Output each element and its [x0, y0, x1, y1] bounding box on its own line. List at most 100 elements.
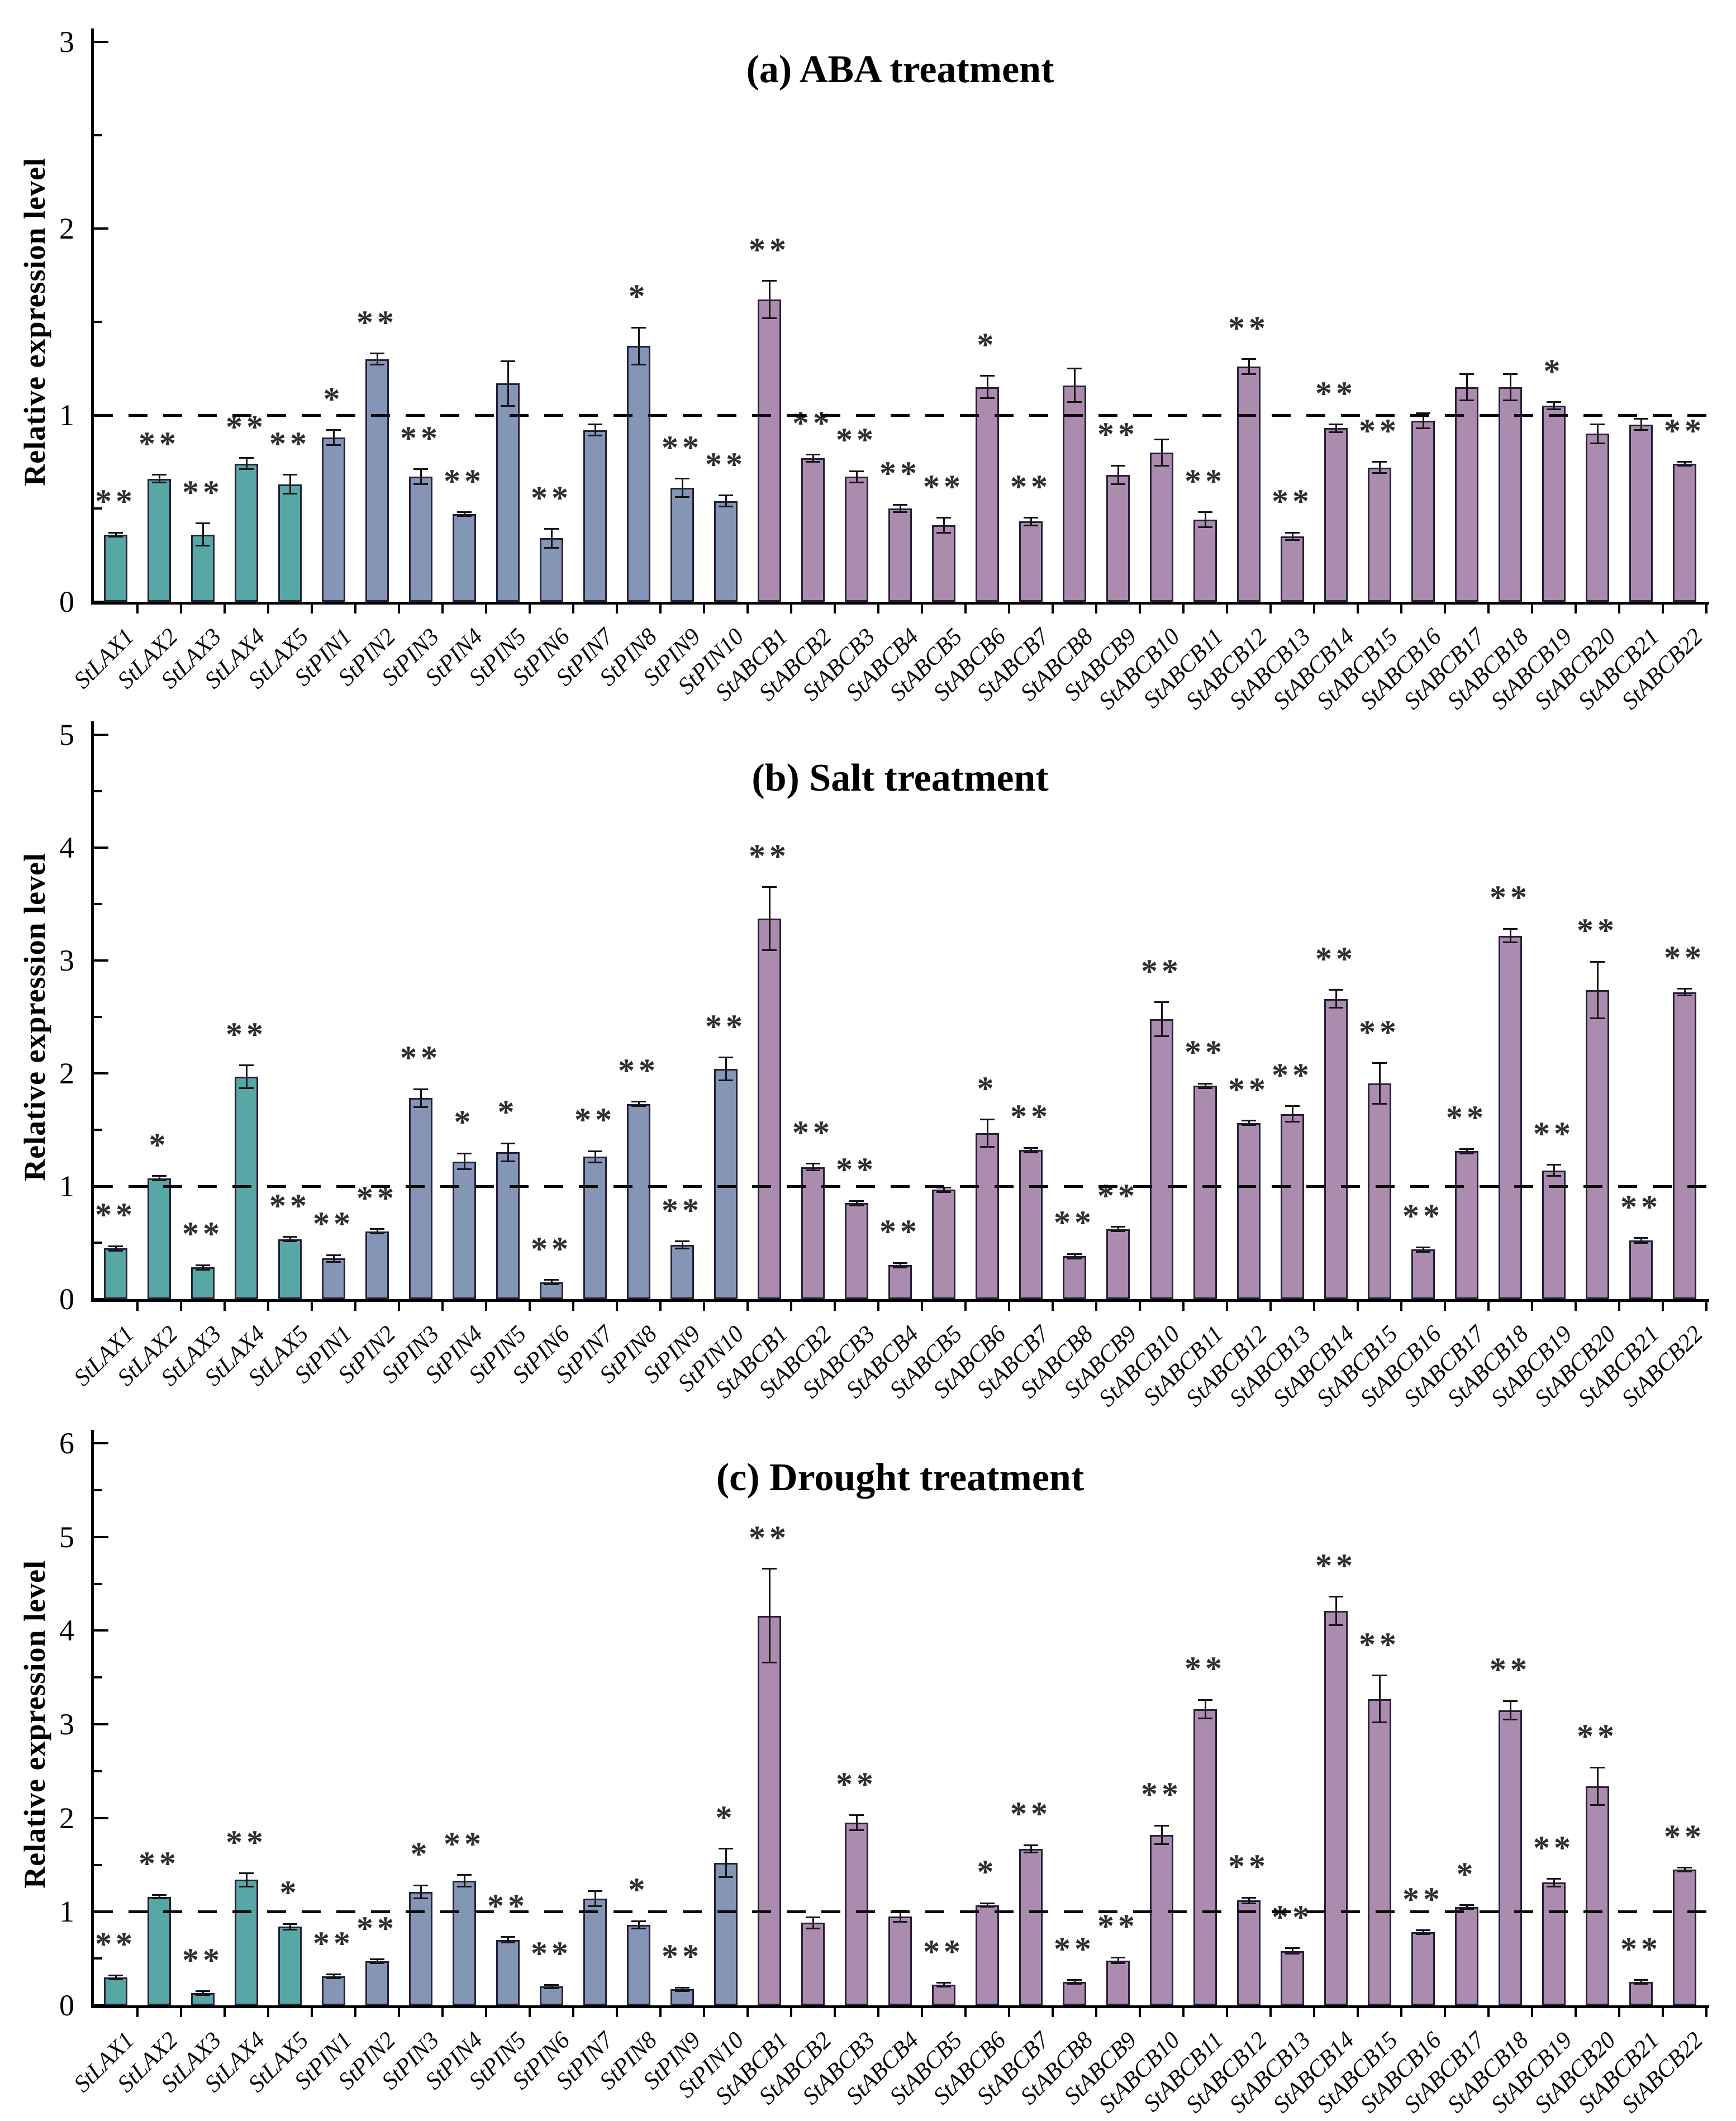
y-minor-tick-c-0.5 — [94, 1957, 102, 1960]
x-tick-a-11 — [572, 605, 574, 614]
bar-a-StPIN3 — [409, 477, 432, 602]
x-tick-c-30 — [1400, 2008, 1402, 2017]
x-tick-a-19 — [921, 605, 923, 614]
error-cap-high-b-StABCB13 — [1285, 1105, 1300, 1107]
x-tick-b-20 — [964, 1302, 967, 1311]
y-tick-label-c-0: 0 — [59, 1989, 74, 2022]
plot-area-a: 0 1 2 3 ** StLAX1 ** StLAX2 ** StLAX3 ** StLAX4 ** St… — [59, 25, 1709, 715]
error-cap-high-a-StABCB17 — [1459, 373, 1474, 375]
error-cap-low-b-StABCB3 — [849, 1204, 864, 1206]
y-tick-label-a-2: 2 — [59, 212, 74, 245]
bar-a-StPIN4 — [453, 514, 476, 602]
error-cap-low-c-StPIN2 — [370, 1962, 384, 1965]
bar-b-StLAX4 — [235, 1077, 258, 1299]
error-cap-high-c-StPIN3 — [413, 1884, 428, 1886]
significance-b-StABCB17: ** — [1446, 1099, 1487, 1136]
bar-c-StPIN10 — [714, 1863, 738, 2005]
x-tick-b-28 — [1313, 1302, 1315, 1311]
error-cap-high-c-StLAX4 — [239, 1872, 254, 1875]
error-cap-low-b-StABCB22 — [1677, 995, 1692, 997]
bar-a-StABCB3 — [845, 477, 868, 602]
error-cap-low-c-StPIN8 — [631, 1928, 646, 1929]
error-bar-b-StABCB8 — [1073, 1254, 1076, 1259]
error-cap-high-b-StLAX2 — [152, 1175, 167, 1177]
significance-b-StLAX2: * — [149, 1126, 170, 1163]
error-bar-b-StLAX1 — [115, 1246, 117, 1251]
bar-b-StPIN7 — [583, 1157, 607, 1299]
error-bar-c-StPIN9 — [681, 1987, 683, 1991]
error-cap-high-a-StABCB16 — [1416, 412, 1430, 415]
error-cap-low-a-StLAX3 — [196, 545, 210, 547]
x-tick-a-35 — [1618, 605, 1620, 614]
error-cap-low-c-StABCB15 — [1372, 1721, 1387, 1724]
error-cap-low-c-StABCB2 — [806, 1928, 820, 1929]
significance-b-StABCB6: * — [977, 1069, 998, 1107]
error-bar-a-StABCB14 — [1335, 424, 1337, 432]
error-cap-low-a-StABCB14 — [1329, 431, 1343, 433]
x-tick-a-20 — [964, 605, 967, 614]
significance-a-StABCB19: * — [1543, 352, 1564, 389]
significance-b-StABCB11: ** — [1185, 1034, 1226, 1071]
x-tick-c-1 — [136, 2008, 139, 2017]
bar-c-StABCB10 — [1150, 1834, 1173, 2005]
y-axis-line-b — [91, 721, 94, 1302]
error-cap-low-c-StABCB6 — [980, 1906, 995, 1908]
y-tick-label-c-3: 3 — [59, 1708, 74, 1741]
error-cap-low-b-StABCB21 — [1634, 1242, 1648, 1244]
error-cap-low-b-StABCB7 — [1024, 1151, 1038, 1153]
error-cap-low-a-StPIN3 — [413, 483, 428, 486]
error-bar-b-StABCB16 — [1422, 1247, 1424, 1252]
error-cap-high-b-StABCB9 — [1111, 1226, 1125, 1228]
error-bar-a-StPIN6 — [550, 529, 553, 548]
error-bar-a-StABCB5 — [943, 517, 945, 533]
x-tick-b-22 — [1052, 1302, 1054, 1311]
error-bar-c-StPIN1 — [332, 1974, 335, 1979]
bar-a-StABCB5 — [932, 525, 955, 602]
y-tick-label-c-1: 1 — [59, 1895, 74, 1929]
y-axis-title-b: Relative expression level — [12, 735, 57, 1299]
error-cap-low-a-StABCB6 — [980, 397, 995, 400]
x-tick-c-35 — [1618, 2008, 1620, 2017]
bar-b-StABCB16 — [1411, 1249, 1435, 1299]
x-tick-a-37 — [1705, 605, 1708, 614]
error-cap-high-a-StABCB6 — [980, 375, 995, 377]
error-cap-high-b-StABCB7 — [1024, 1147, 1038, 1149]
x-tick-c-18 — [877, 2008, 879, 2017]
bar-c-StABCB18 — [1499, 1710, 1522, 2005]
error-bar-a-StPIN7 — [594, 424, 596, 436]
error-bar-b-StABCB12 — [1248, 1120, 1250, 1125]
x-tick-b-32 — [1487, 1302, 1490, 1311]
reference-line-b — [94, 1185, 1706, 1188]
y-minor-tick-b-0.5 — [94, 1242, 102, 1244]
bar-b-StABCB10 — [1150, 1019, 1173, 1299]
x-tick-b-15 — [746, 1302, 749, 1311]
error-bar-b-StABCB22 — [1683, 988, 1686, 996]
error-bar-b-StPIN2 — [376, 1229, 378, 1234]
significance-a-StPIN1: * — [323, 380, 344, 417]
error-cap-low-c-StABCB18 — [1503, 1719, 1518, 1721]
error-bar-b-StLAX5 — [289, 1237, 291, 1242]
significance-c-StPIN5: ** — [487, 1887, 529, 1924]
error-cap-low-a-StLAX2 — [152, 481, 167, 483]
error-cap-high-a-StLAX4 — [239, 457, 254, 459]
error-cap-high-c-StABCB12 — [1242, 1896, 1256, 1899]
error-cap-high-a-StPIN1 — [326, 429, 341, 431]
significance-c-StPIN3: * — [410, 1835, 431, 1873]
error-bar-a-StABCB11 — [1204, 512, 1206, 527]
error-cap-low-a-StPIN10 — [719, 506, 733, 508]
x-tick-a-12 — [616, 605, 618, 614]
x-tick-b-3 — [223, 1302, 226, 1311]
y-axis-line-a — [91, 28, 94, 605]
error-cap-high-b-StABCB18 — [1503, 928, 1518, 930]
error-cap-low-a-StPIN6 — [544, 546, 559, 549]
y-major-tick-c-6 — [94, 1442, 108, 1444]
error-cap-low-b-StPIN6 — [544, 1283, 559, 1286]
error-cap-low-b-StABCB19 — [1547, 1175, 1561, 1177]
x-tick-c-14 — [703, 2008, 705, 2017]
plot-area-c: 0 1 2 3 4 5 6 ** StLAX1 ** StLAX2 ** StLAX3 ** StLAX4 *… — [59, 1426, 1709, 2118]
error-cap-high-c-StPIN4 — [457, 1874, 472, 1876]
bar-c-StPIN4 — [453, 1881, 476, 2005]
bar-a-StABCB6 — [976, 387, 999, 602]
error-cap-low-b-StPIN9 — [675, 1247, 689, 1249]
x-tick-a-32 — [1487, 605, 1490, 614]
